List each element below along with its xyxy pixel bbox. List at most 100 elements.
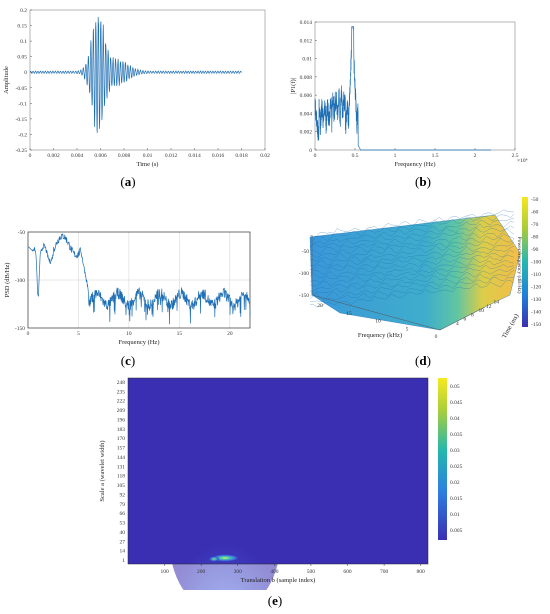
surface-ridge-d (309, 260, 515, 287)
y-tick-label-b: 0.002 (300, 130, 313, 136)
x-tick-label-b: 0.5 (352, 153, 359, 159)
y-axis-label-e: Scale a (wavelet width) (99, 440, 106, 501)
x-tick-label-d: 5 (406, 326, 409, 332)
y-tick-label-e: 118 (117, 474, 125, 480)
y-tick-label-d: 14 (494, 300, 500, 306)
energy-cone-e (169, 474, 280, 614)
y-tick-label-a: -0.15 (16, 117, 28, 123)
y-tick-label-e: 1 (122, 558, 125, 564)
caption-b: (b) (415, 174, 431, 189)
y-tick-label-e: 79 (120, 502, 126, 508)
panel-d: 20 15 10 5 0 4 6 8 10 12 14 -50 -100 -150 Frequency (k… (280, 195, 550, 350)
y-tick-label-e: 170 (117, 436, 126, 442)
x-tick-label-a: 0 (29, 153, 32, 159)
surface-ridge-d (309, 276, 515, 302)
y-tick-label-b: 0.01 (302, 57, 312, 63)
y-tick-label-a: 0 (24, 70, 27, 76)
x-tick-label-a: 0.02 (260, 153, 270, 159)
y-tick-label-e: 66 (120, 511, 126, 517)
y-tick-label-a: 0.2 (20, 8, 27, 14)
colorbar-tick-d: -80 (531, 235, 539, 241)
y-tick-label-d: 8 (471, 312, 474, 318)
colorbar-tick-e: 0.015 (450, 496, 463, 502)
y-tick-label-e: 53 (120, 521, 126, 527)
surface-ridge-d (309, 228, 515, 258)
x-tick-label-b: 2.5 (512, 153, 519, 159)
y-tick-label-e: 222 (117, 399, 126, 405)
x-tick-label-d: 15 (346, 311, 352, 317)
panel-a: 0 0.002 0.004 0.006 0.008 0.01 0.012 0.014 0.016… (0, 0, 270, 170)
x-tick-label-d: 20 (317, 303, 323, 309)
y-tick-label-a: 0.05 (17, 55, 27, 61)
plot-frame-a (29, 9, 266, 151)
x-exponent-b: ×10⁴ (517, 158, 528, 164)
y-axis-label-a: Amplitude (3, 66, 10, 94)
colorbar-tick-d: -130 (531, 297, 541, 303)
surface-ridge-d (309, 220, 515, 248)
y-tick-label-a: -0.1 (18, 101, 27, 107)
y-tick-label-e: 235 (117, 389, 126, 395)
y-tick-label-c: -150 (15, 326, 25, 332)
colorbar-e (438, 378, 447, 540)
caption-c: (c) (120, 353, 136, 368)
x-tick-label-b: 2 (474, 153, 477, 159)
x-tick-label-b: 0 (314, 153, 317, 159)
y-axis-label-d: Time (ms) (501, 313, 521, 340)
y-tick-label-e: 183 (117, 427, 126, 433)
x-axis-label-b: Frequency (Hz) (395, 161, 436, 168)
y-tick-label-c: -100 (15, 278, 25, 284)
y-tick-label-b: 0.004 (300, 111, 313, 117)
x-tick-label-a: 0.006 (94, 153, 107, 159)
colorbar-tick-e: 0.01 (450, 512, 460, 518)
surface-ridge-d (309, 209, 515, 238)
z-tick-label-d: -150 (299, 293, 309, 299)
surface-ridge-d (309, 270, 515, 301)
y-tick-label-d: 6 (464, 317, 467, 323)
x-tick-label-c: 0 (27, 331, 30, 337)
y-tick-label-b: 0.008 (300, 75, 313, 81)
y-tick-label-b: 0 (309, 148, 312, 154)
y-tick-label-b: 0.006 (300, 93, 313, 99)
colorbar-tick-d: -60 (531, 210, 539, 216)
colorbar-tick-d: -110 (531, 272, 541, 278)
colorbar-d (522, 197, 528, 327)
y-axis-label-c: PSD (dB/Hz) (4, 263, 11, 298)
x-tick-label-a: 0.004 (71, 153, 84, 159)
x-tick-label-b: 1.5 (432, 153, 439, 159)
y-tick-label-a: -0.25 (16, 148, 28, 154)
x-tick-label-e: 500 (307, 569, 316, 575)
surface-ridge-d (309, 249, 515, 279)
colorbar-tick-d: -100 (531, 260, 541, 266)
y-tick-label-e: 105 (117, 483, 126, 489)
caption-e: (e) (267, 593, 283, 608)
x-tick-label-c: 10 (126, 331, 132, 337)
x-tick-label-a: 0.008 (118, 153, 131, 159)
psd-line-c (27, 233, 251, 325)
x-tick-label-d: 0 (435, 334, 438, 340)
surface-ridge-d (309, 279, 515, 308)
x-axis-label-d: Frequency (kHz) (358, 332, 402, 339)
hotspot-left-e (208, 556, 219, 562)
surface-ridge-d (309, 264, 515, 292)
y-tick-label-e: 248 (117, 380, 126, 386)
surface-ridge-d (309, 225, 515, 255)
spectrum-line-b (314, 26, 491, 151)
y-tick-label-e: 157 (117, 446, 126, 452)
colorbar-tick-d: -90 (531, 247, 539, 253)
surface-ridge-d (309, 241, 515, 270)
x-tick-label-e: 600 (343, 569, 352, 575)
panel-e: 100 200 300 400 500 600 700 800 248 235 222 209 196 1… (90, 372, 470, 614)
y-tick-label-e: 209 (117, 408, 126, 414)
x-tick-label-e: 800 (417, 569, 426, 575)
x-tick-label-e: 200 (197, 569, 206, 575)
surface-d (309, 214, 521, 331)
colorbar-tick-e: 0.02 (450, 480, 460, 486)
z-tick-label-d: -100 (299, 271, 309, 277)
x-axis-d (311, 294, 441, 331)
colorbar-tick-e: 0.03 (450, 448, 460, 454)
y-tick-label-a: 0.1 (20, 39, 27, 45)
colorbar-tick-e: 0.05 (450, 384, 460, 390)
colorbar-tick-e: 0.025 (450, 464, 463, 470)
y-tick-label-a: -0.05 (16, 86, 28, 92)
